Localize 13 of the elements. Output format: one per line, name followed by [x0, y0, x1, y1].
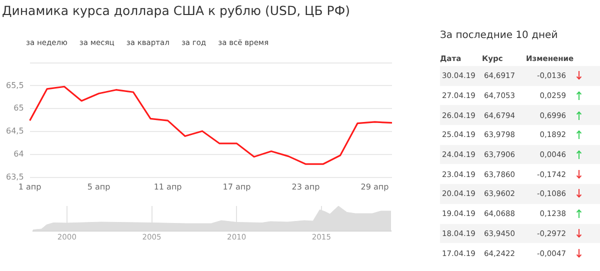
x-tick-label: 11 апр — [154, 182, 182, 192]
text: За последние 10 дней — [440, 30, 559, 41]
x-tick-label: 5 апр — [87, 182, 110, 192]
y-tick-label: 65 — [14, 104, 24, 113]
y-tick-label: 64,5 — [6, 126, 24, 136]
x-tick-label: 17 апр — [222, 182, 251, 192]
x-tick-label: 29 апр — [360, 182, 389, 192]
y-tick-label: 65,5 — [6, 80, 24, 90]
y-tick-label: 64 — [14, 150, 24, 159]
x-tick-label: 23 апр — [292, 182, 320, 192]
y-tick-label: 63,5 — [6, 172, 24, 182]
x-tick-label: 1 апр — [18, 182, 42, 192]
chart-title: Динамика курса доллара США к рублю (USD, ЦБ РФ) — [2, 3, 350, 18]
